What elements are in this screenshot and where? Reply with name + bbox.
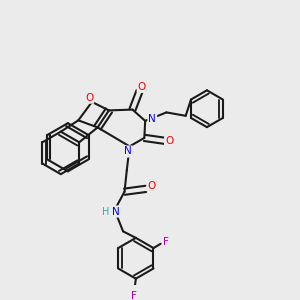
Text: N: N <box>112 206 120 217</box>
Text: H: H <box>102 206 109 217</box>
Text: O: O <box>165 136 173 146</box>
Text: O: O <box>148 181 156 191</box>
Text: F: F <box>163 237 169 247</box>
Text: O: O <box>138 82 146 92</box>
Text: O: O <box>85 93 93 103</box>
Text: N: N <box>124 146 132 157</box>
Text: N: N <box>148 115 156 124</box>
Text: F: F <box>131 291 137 300</box>
